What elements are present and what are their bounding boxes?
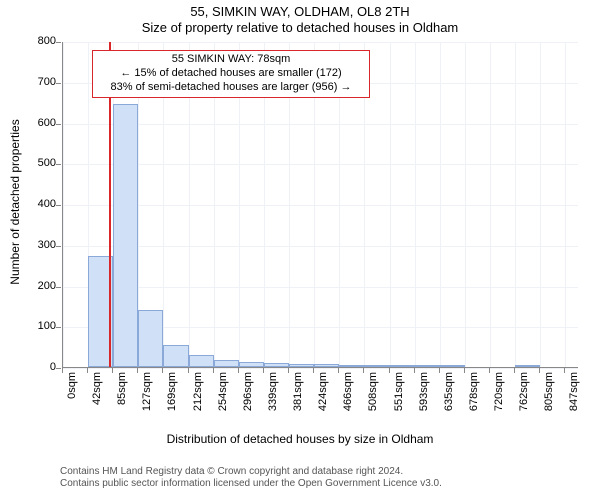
footer-line1: Contains HM Land Registry data © Crown c… [60, 466, 442, 478]
x-tick-label: 254sqm [217, 372, 229, 424]
x-tick-label: 381sqm [292, 372, 304, 424]
chart-container: 55, SIMKIN WAY, OLDHAM, OL8 2TH Size of … [0, 0, 600, 500]
x-tick-label: 635sqm [443, 372, 455, 424]
info-box-line3: 83% of semi-detached houses are larger (… [99, 81, 363, 95]
footer-attribution: Contains HM Land Registry data © Crown c… [60, 466, 442, 490]
x-tick-label: 296sqm [242, 372, 254, 424]
x-tick-label: 593sqm [418, 372, 430, 424]
x-tick-label: 127sqm [141, 372, 153, 424]
x-tick-label: 720sqm [493, 372, 505, 424]
x-tick-label: 85sqm [116, 372, 128, 424]
x-tick-label: 466sqm [342, 372, 354, 424]
x-tick-label: 212sqm [192, 372, 204, 424]
footer-line2: Contains public sector information licen… [60, 478, 442, 490]
x-tick-label: 169sqm [166, 372, 178, 424]
x-tick-label: 0sqm [66, 372, 78, 424]
x-tick-label: 42sqm [91, 372, 103, 424]
x-tick-label: 762sqm [518, 372, 530, 424]
x-tick-label: 678sqm [468, 372, 480, 424]
info-box-line2: ← 15% of detached houses are smaller (17… [99, 67, 363, 81]
x-tick-label: 339sqm [267, 372, 279, 424]
x-tick-label: 847sqm [568, 372, 580, 424]
x-tick-label: 508sqm [367, 372, 379, 424]
x-tick-label: 424sqm [317, 372, 329, 424]
x-tick-label: 551sqm [393, 372, 405, 424]
info-box-line1: 55 SIMKIN WAY: 78sqm [99, 53, 363, 67]
x-tick-label: 805sqm [543, 372, 555, 424]
info-box: 55 SIMKIN WAY: 78sqm ← 15% of detached h… [92, 50, 370, 98]
x-axis-label: Distribution of detached houses by size … [0, 432, 600, 446]
